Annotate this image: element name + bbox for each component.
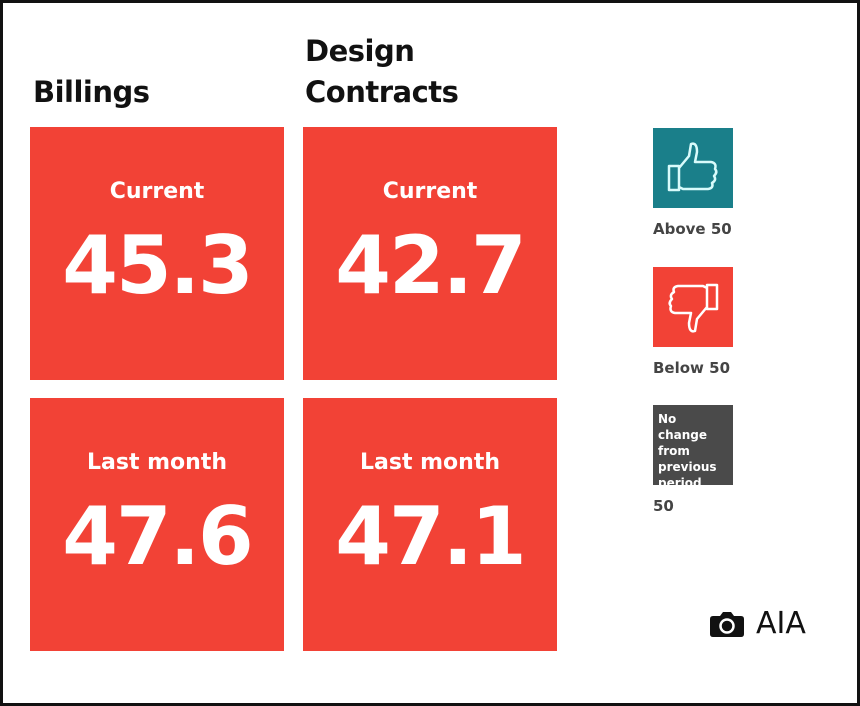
billings-title: Billings [33,75,150,109]
thumbs-down-icon [668,283,719,333]
thumbs-up-icon [667,142,718,192]
no-change-legend-label: 50 [653,497,674,515]
above-legend-label: Above 50 [653,220,732,238]
credit-text: AIA [756,606,806,641]
design-contracts-title: Design Contracts [305,34,459,109]
billings-last-month-tile: Last month 47.6 [30,398,284,651]
tile-value: 45.3 [62,219,253,312]
design-contracts-last-month-tile: Last month 47.1 [303,398,557,651]
no-change-legend-swatch: No change from previous period [653,405,733,490]
tile-label: Current [382,179,478,204]
photo-credit: AIA [710,606,806,641]
tile-label: Last month [86,450,227,475]
tile-label: Last month [359,450,500,475]
tile-value: 47.1 [335,490,526,583]
billings-current-tile: Current 45.3 [30,127,284,380]
camera-icon [710,611,744,637]
below-legend-label: Below 50 [653,359,731,377]
above-legend-swatch [653,128,733,208]
tile-label: Current [109,179,205,204]
tile-value: 42.7 [335,219,526,312]
design-contracts-current-tile: Current 42.7 [303,127,557,380]
tile-value: 47.6 [62,490,253,583]
below-legend-swatch [653,267,733,347]
